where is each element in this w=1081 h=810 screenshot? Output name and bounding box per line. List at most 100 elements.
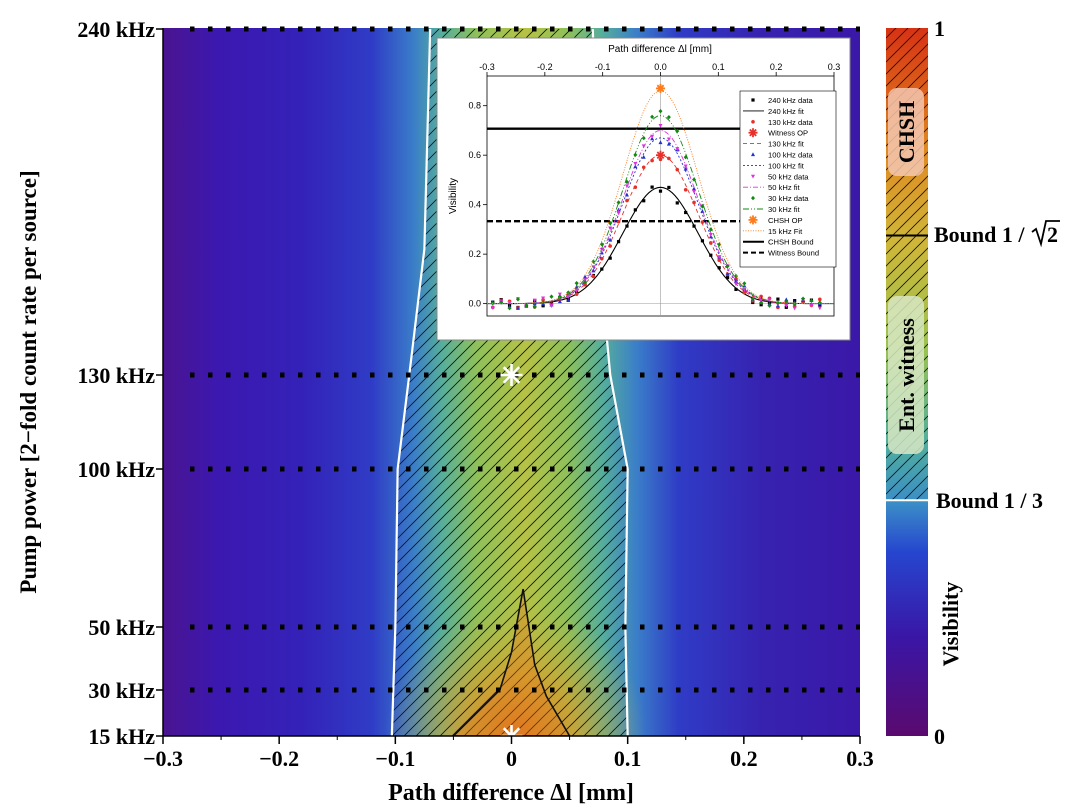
inset-x-tick-label: -0.3 bbox=[479, 62, 495, 72]
x-tick-label: 0.2 bbox=[730, 746, 758, 771]
inset-data-point bbox=[616, 219, 621, 224]
inset-data-point bbox=[641, 165, 646, 170]
inset-data-point bbox=[507, 300, 512, 305]
inset-data-point bbox=[692, 177, 697, 182]
inset-fit-curve bbox=[487, 90, 834, 305]
inset-data-point bbox=[675, 201, 679, 205]
witness-bound-label: Bound 1 / 3 bbox=[936, 488, 1043, 513]
inset-data-point bbox=[666, 137, 671, 142]
inset-data-point bbox=[809, 303, 814, 308]
inset-data-point bbox=[600, 267, 604, 271]
inset-y-tick-label: 0.8 bbox=[468, 101, 481, 111]
inset-data-point bbox=[709, 253, 713, 257]
inset-data-point bbox=[625, 224, 629, 228]
x-tick-label: 0 bbox=[506, 746, 517, 771]
inset-data-point bbox=[818, 297, 822, 302]
inset-legend-label: Witness Bound bbox=[768, 249, 819, 258]
inset-data-point bbox=[608, 220, 613, 226]
inset-data-point bbox=[532, 298, 537, 303]
inset-data-point bbox=[776, 297, 780, 301]
inset-data-point bbox=[692, 189, 697, 194]
inset-data-point bbox=[683, 187, 688, 192]
inset-data-point bbox=[566, 298, 571, 302]
inset-data-point bbox=[675, 167, 680, 172]
inset-data-point bbox=[717, 255, 722, 260]
colorbar: 1 0 Bound 1 / 3 Bound 1 / 2 CHSH Ent. wi… bbox=[886, 16, 1060, 749]
inset-data-point bbox=[574, 280, 579, 286]
inset-data-point bbox=[725, 276, 730, 280]
inset-data-point bbox=[725, 263, 730, 269]
inset-data-point bbox=[591, 268, 596, 273]
inset-x-tick-label: -0.2 bbox=[537, 62, 553, 72]
y-tick-label: 30 kHz bbox=[88, 678, 155, 703]
inset-data-point bbox=[650, 158, 654, 163]
inset-data-point bbox=[666, 141, 671, 146]
inset-data-point bbox=[692, 200, 696, 205]
inset-data-point bbox=[574, 292, 579, 296]
inset-data-point bbox=[675, 128, 680, 134]
y-axis-label: Pump power [2−fold count rate per source… bbox=[16, 170, 41, 593]
chsh-region-label-box bbox=[888, 88, 924, 176]
inset-data-point bbox=[490, 306, 495, 311]
colorbar-title: Visibility bbox=[938, 582, 963, 667]
inset-data-point bbox=[675, 147, 680, 151]
inset-data-point bbox=[624, 184, 629, 189]
inset-legend-label: 130 kHz fit bbox=[768, 140, 805, 149]
x-tick-label: −0.2 bbox=[259, 746, 299, 771]
inset-data-point bbox=[725, 271, 730, 276]
inset-legend-label: 100 kHz data bbox=[768, 151, 814, 160]
inset-legend-label: 100 kHz fit bbox=[768, 161, 805, 170]
inset-data-point bbox=[599, 242, 604, 247]
inset-legend-label: 240 kHz fit bbox=[768, 107, 805, 116]
inset-x-label: Path difference Δl [mm] bbox=[608, 44, 712, 55]
chsh-bound-label: Bound 1 / 2 bbox=[934, 220, 1060, 248]
inset-data-point bbox=[717, 242, 722, 247]
y-tick-label: 50 kHz bbox=[88, 615, 155, 640]
inset-legend-swatch bbox=[751, 120, 755, 124]
inset-data-point bbox=[633, 152, 638, 158]
inset-data-point bbox=[549, 294, 554, 299]
inset-curves bbox=[487, 83, 834, 311]
inset-data-point bbox=[709, 241, 713, 245]
inset-data-point bbox=[650, 114, 655, 120]
inset-x-tick-label: 0.3 bbox=[828, 62, 841, 72]
inset-data-point bbox=[624, 192, 629, 197]
inset-data-point bbox=[700, 220, 705, 224]
inset-data-point bbox=[742, 281, 747, 286]
inset-data-point bbox=[801, 296, 806, 301]
chsh-bound-text: Bound 1 / bbox=[934, 222, 1025, 247]
inset-data-point bbox=[658, 123, 663, 128]
inset-data-point bbox=[717, 266, 721, 270]
y-tick-label: 15 kHz bbox=[88, 724, 155, 749]
inset-legend-box bbox=[739, 90, 837, 268]
inset-legend-label: 130 kHz data bbox=[768, 118, 814, 127]
inset-y-tick-label: 0.6 bbox=[468, 150, 481, 160]
inset-data-point bbox=[583, 282, 587, 287]
witness-region-label-box bbox=[888, 296, 924, 454]
inset-x-tick-label: -0.1 bbox=[595, 62, 611, 72]
inset-data-point bbox=[750, 296, 755, 301]
inset-legend-label: Witness OP bbox=[768, 129, 808, 138]
inset-legend-swatch bbox=[748, 128, 758, 138]
main-axes: −0.3 −0.2 −0.1 0 0.1 0.2 0.3 15 kHz 30 kHz 50 kHz… bbox=[77, 17, 873, 771]
operating-point-marker-130khz bbox=[500, 364, 523, 386]
inset-data-point bbox=[599, 256, 604, 261]
inset-data-point bbox=[817, 306, 822, 311]
inset-data-point bbox=[650, 185, 654, 189]
pump-power-guides bbox=[190, 26, 860, 693]
inset-legend-label: CHSH OP bbox=[768, 216, 803, 225]
inset-legend-swatch bbox=[751, 152, 755, 157]
inset-data-point bbox=[616, 240, 621, 244]
x-tick-label: 0.1 bbox=[614, 746, 642, 771]
inset-x-tick-label: 0.2 bbox=[770, 62, 783, 72]
inset-data-point bbox=[733, 273, 738, 279]
inset-legend-swatch bbox=[748, 215, 758, 225]
inset-data-point bbox=[683, 164, 688, 169]
inset-data-point bbox=[733, 278, 738, 283]
inset-data-point bbox=[684, 210, 688, 215]
chsh-region-boundary bbox=[452, 588, 571, 736]
inset-data-point bbox=[583, 280, 588, 285]
inset-data-point bbox=[692, 186, 697, 191]
inset-data-point bbox=[642, 199, 646, 203]
inset-y-tick-label: 0.0 bbox=[468, 299, 481, 309]
